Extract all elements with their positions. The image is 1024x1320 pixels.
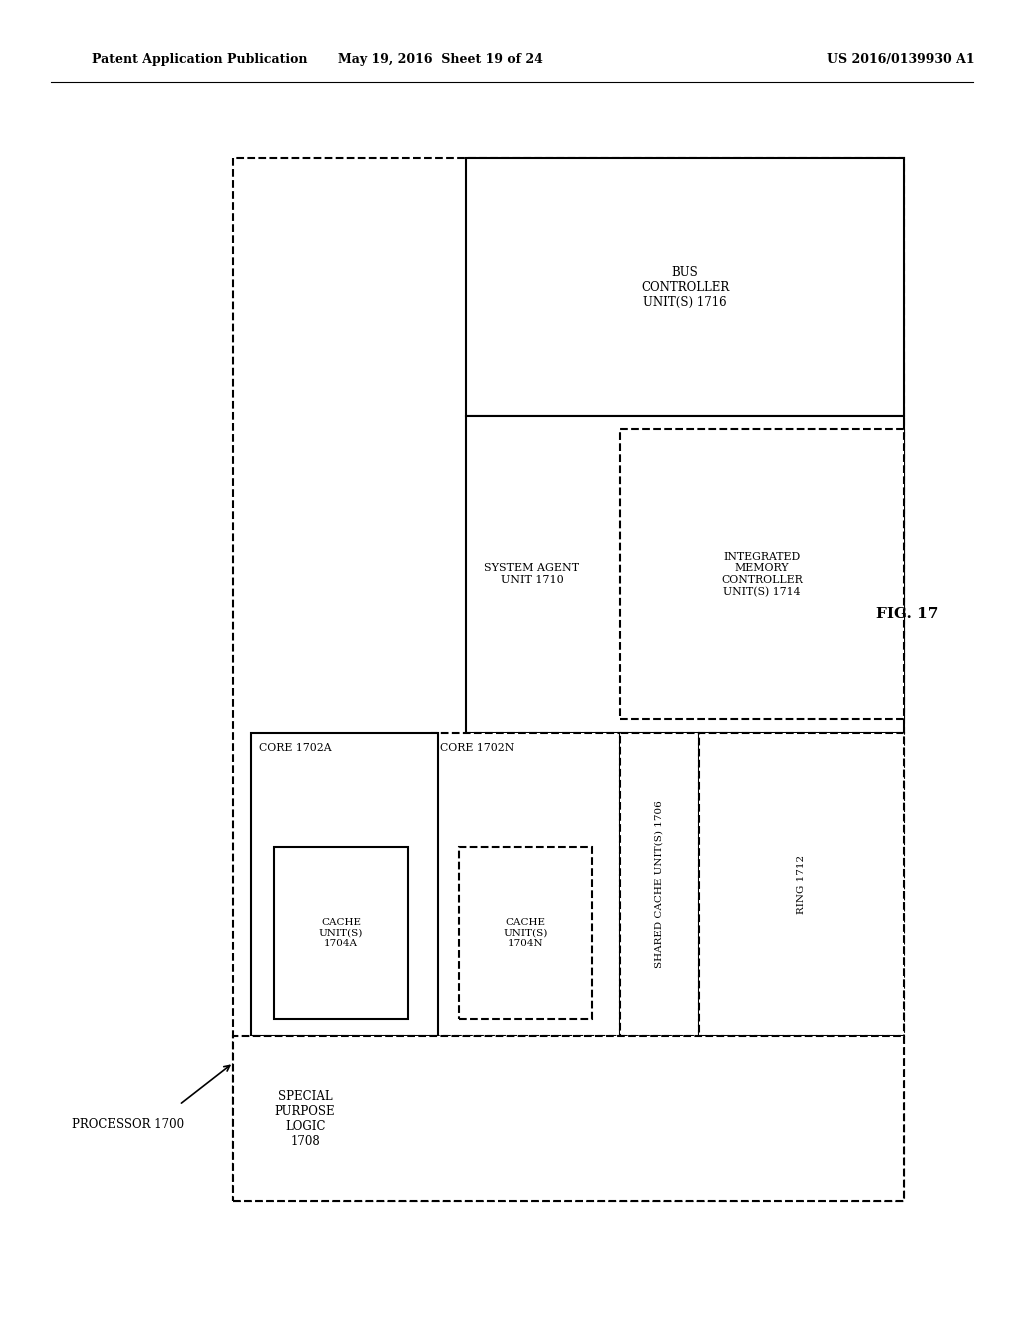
Text: INTEGRATED
MEMORY
CONTROLLER
UNIT(S) 1714: INTEGRATED MEMORY CONTROLLER UNIT(S) 171… xyxy=(721,552,803,597)
Text: Patent Application Publication: Patent Application Publication xyxy=(92,53,307,66)
Bar xyxy=(274,847,408,1019)
Text: SPECIAL
PURPOSE
LOGIC
1708: SPECIAL PURPOSE LOGIC 1708 xyxy=(274,1090,336,1147)
Text: May 19, 2016  Sheet 19 of 24: May 19, 2016 Sheet 19 of 24 xyxy=(338,53,543,66)
Bar xyxy=(620,429,904,719)
Text: SYSTEM AGENT
UNIT 1710: SYSTEM AGENT UNIT 1710 xyxy=(484,564,580,585)
Bar xyxy=(251,733,438,1036)
Bar xyxy=(699,733,904,1036)
Text: BUS
CONTROLLER
UNIT(S) 1716: BUS CONTROLLER UNIT(S) 1716 xyxy=(641,265,729,309)
Text: RING 1712: RING 1712 xyxy=(798,855,806,913)
Text: FIG. 17: FIG. 17 xyxy=(876,607,938,620)
Bar xyxy=(432,733,620,1036)
Text: ⋅: ⋅ xyxy=(406,891,410,904)
Bar xyxy=(466,158,904,416)
Text: CORE 1702A: CORE 1702A xyxy=(259,743,332,754)
Text: CORE 1702N: CORE 1702N xyxy=(440,743,515,754)
Text: ⋅: ⋅ xyxy=(406,911,410,924)
Text: ⋅: ⋅ xyxy=(406,931,410,944)
Text: CACHE
UNIT(S)
1704A: CACHE UNIT(S) 1704A xyxy=(318,919,364,948)
Text: US 2016/0139930 A1: US 2016/0139930 A1 xyxy=(827,53,975,66)
Bar xyxy=(233,158,904,1201)
Text: CACHE
UNIT(S)
1704N: CACHE UNIT(S) 1704N xyxy=(503,919,548,948)
Bar xyxy=(620,733,699,1036)
Text: SHARED CACHE UNIT(S) 1706: SHARED CACHE UNIT(S) 1706 xyxy=(655,800,664,969)
Bar xyxy=(233,1036,904,1201)
Text: PROCESSOR 1700: PROCESSOR 1700 xyxy=(72,1118,183,1131)
Bar xyxy=(459,847,592,1019)
Bar xyxy=(466,416,904,733)
